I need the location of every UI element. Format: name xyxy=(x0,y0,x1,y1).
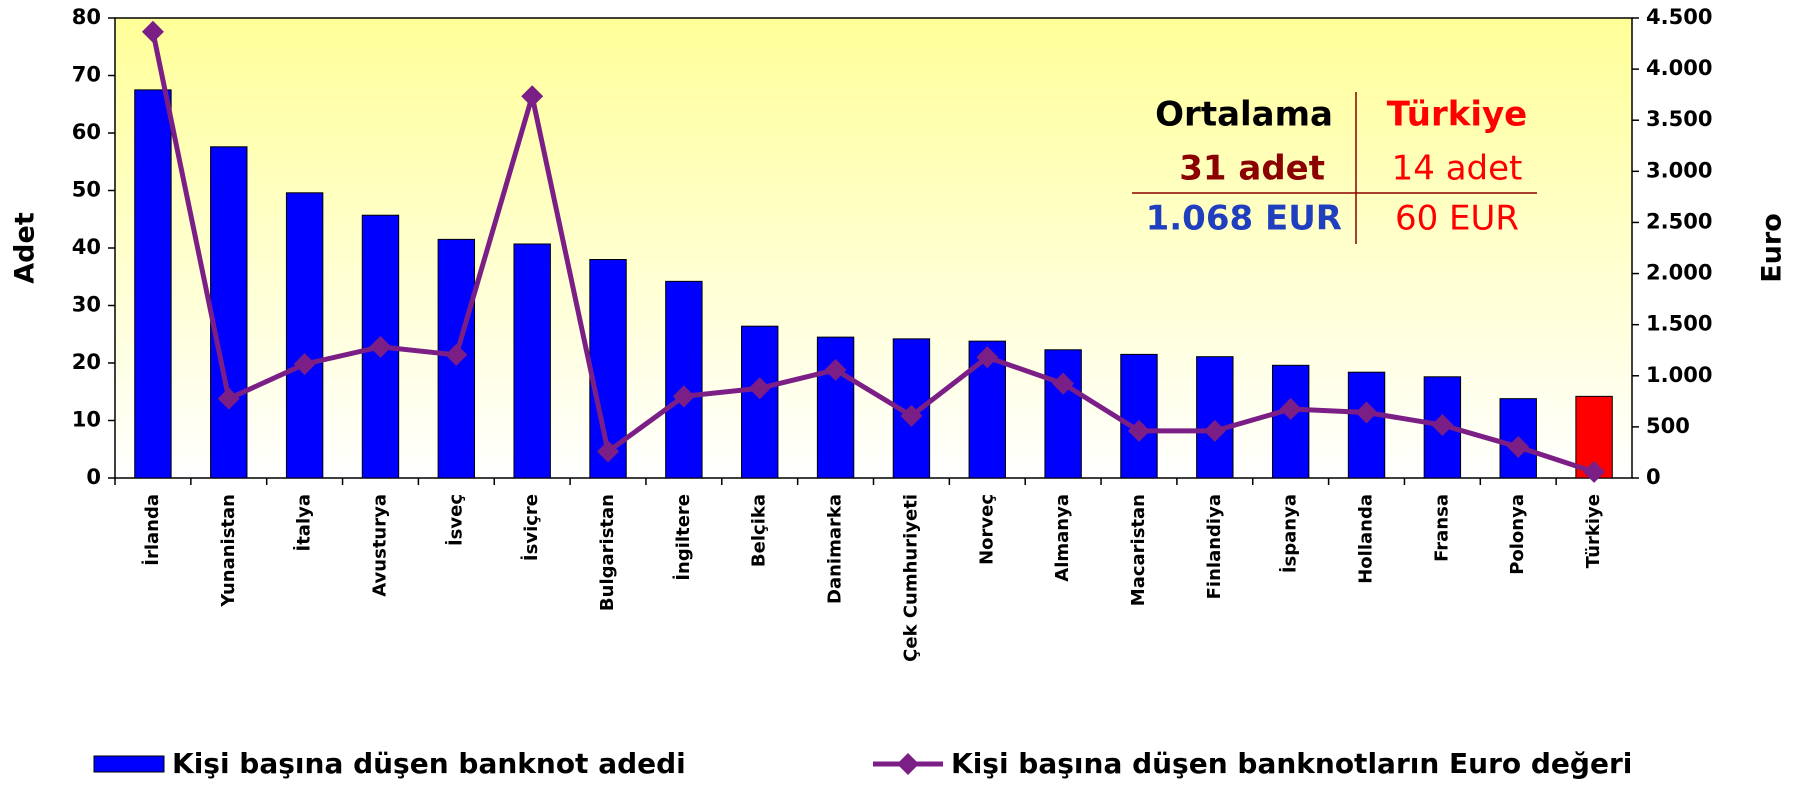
x-tick-label: Macaristan xyxy=(1128,494,1149,606)
marker xyxy=(369,335,392,358)
bar xyxy=(1044,349,1082,479)
inset-cell: 1.068 EUR xyxy=(1146,199,1342,239)
marker xyxy=(1203,419,1226,442)
x-tick-label: Finlandiya xyxy=(1204,494,1225,599)
x-tick-label: Türkiye xyxy=(1583,494,1604,568)
marker xyxy=(1279,398,1302,420)
x-tick-label: Çek Cumhuriyeti xyxy=(900,494,921,662)
y2-axis-label: Euro xyxy=(1757,213,1788,283)
y-tick-label: 70 xyxy=(72,63,101,87)
inset-cell: 31 adet xyxy=(1179,149,1325,189)
x-tick-label: Hollanda xyxy=(1356,494,1377,584)
line xyxy=(150,31,1595,475)
y2-tick-label: 500 xyxy=(1646,414,1690,438)
x-tick-label: İsviçre xyxy=(520,494,542,561)
marker xyxy=(1507,435,1530,458)
y-tick-label: 40 xyxy=(72,235,101,259)
marker xyxy=(748,377,771,400)
marker xyxy=(1431,414,1454,437)
y-tick-label: 0 xyxy=(86,465,101,489)
legend-label: Kişi başına düşen banknotların Euro değe… xyxy=(951,747,1632,780)
marker xyxy=(1052,372,1075,395)
y2-tick-label: 0 xyxy=(1646,465,1661,489)
bar xyxy=(665,280,703,479)
bar xyxy=(210,146,248,479)
legend-label: Kişi başına düşen banknot adedi xyxy=(172,747,686,780)
x-tick-label: Bulgaristan xyxy=(597,494,618,611)
y2-tick-label: 2.000 xyxy=(1646,261,1712,285)
y-tick-label: 10 xyxy=(72,408,101,432)
bar xyxy=(285,192,324,479)
inset-cell: 60 EUR xyxy=(1395,199,1519,239)
x-tick-label: Avusturya xyxy=(369,494,390,597)
y2-tick-label: 2.500 xyxy=(1646,209,1712,233)
y2-tick-label: 1.500 xyxy=(1646,312,1712,336)
y-tick-label: 50 xyxy=(72,178,101,202)
bar xyxy=(1120,353,1158,479)
y-tick-label: 20 xyxy=(72,350,101,374)
bar xyxy=(513,243,551,479)
marker xyxy=(976,346,999,369)
y2-tick-label: 3.500 xyxy=(1646,107,1712,131)
bar xyxy=(741,325,779,479)
inset-header: Ortalama xyxy=(1155,95,1333,135)
inset-cell: 14 adet xyxy=(1392,149,1523,189)
x-tick-label: Polonya xyxy=(1507,494,1528,575)
x-tick-label: Yunanistan xyxy=(218,494,239,608)
bar xyxy=(1271,364,1310,479)
marker xyxy=(521,85,544,108)
y2-tick-label: 4.500 xyxy=(1646,5,1712,29)
x-tick-label: Fransa xyxy=(1431,494,1452,562)
marker xyxy=(1127,419,1150,442)
bar xyxy=(1347,371,1386,479)
marker xyxy=(1583,460,1606,483)
legend-swatch xyxy=(93,755,165,773)
marker xyxy=(597,440,620,463)
legend-swatch xyxy=(897,753,919,775)
x-tick-label: Norveç xyxy=(976,494,997,565)
y-tick-label: 80 xyxy=(72,5,101,29)
bar xyxy=(134,89,172,479)
x-tick-label: İrlanda xyxy=(141,494,163,566)
marker xyxy=(672,385,695,408)
x-tick-label: Almanya xyxy=(1052,494,1073,582)
y2-tick-label: 3.000 xyxy=(1646,158,1712,182)
y-tick-label: 60 xyxy=(72,120,101,144)
x-tick-label: Belçika xyxy=(749,494,770,567)
marker xyxy=(217,387,240,410)
marker xyxy=(1355,401,1378,424)
marker xyxy=(900,404,923,427)
y-axis-label: Adet xyxy=(10,212,41,284)
x-tick-label: İtalya xyxy=(293,494,315,552)
y-tick-label: 30 xyxy=(72,293,101,317)
marker xyxy=(293,353,316,376)
x-tick-label: Danimarka xyxy=(825,494,846,604)
marker xyxy=(141,20,164,43)
x-tick-label: İngiltere xyxy=(672,494,694,581)
x-tick-label: İspanya xyxy=(1279,494,1301,573)
bar xyxy=(1196,356,1234,479)
y2-tick-label: 1.000 xyxy=(1646,363,1712,387)
bar xyxy=(816,336,855,479)
inset-header: Türkiye xyxy=(1387,95,1527,135)
marker xyxy=(824,358,847,381)
plot-area xyxy=(114,17,1633,479)
y2-tick-label: 4.000 xyxy=(1646,56,1712,80)
marker xyxy=(445,343,468,366)
x-tick-label: İsveç xyxy=(444,494,466,546)
